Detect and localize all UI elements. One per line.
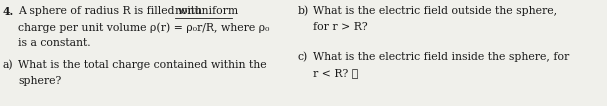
- Text: sphere?: sphere?: [18, 76, 61, 86]
- Text: What is the total charge contained within the: What is the total charge contained withi…: [18, 60, 266, 70]
- Text: A sphere of radius R is filled with: A sphere of radius R is filled with: [18, 6, 206, 16]
- Text: charge per unit volume ρ(r) = ρ₀r/R, where ρ₀: charge per unit volume ρ(r) = ρ₀r/R, whe…: [18, 22, 270, 33]
- Text: a): a): [3, 60, 13, 70]
- Text: is a constant.: is a constant.: [18, 38, 90, 48]
- Text: What is the electric field inside the sphere, for: What is the electric field inside the sp…: [313, 52, 569, 62]
- Text: b): b): [298, 6, 309, 16]
- Text: nonuniform: nonuniform: [175, 6, 239, 16]
- Text: c): c): [298, 52, 308, 62]
- Text: r < R? ❖: r < R? ❖: [313, 68, 358, 78]
- Text: for r > R?: for r > R?: [313, 22, 368, 32]
- Text: What is the electric field outside the sphere,: What is the electric field outside the s…: [313, 6, 557, 16]
- Text: 4.: 4.: [3, 6, 14, 17]
